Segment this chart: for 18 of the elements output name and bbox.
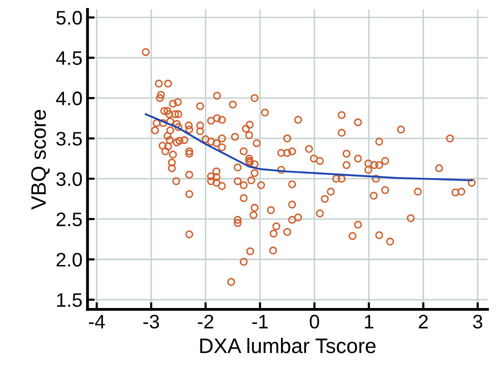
- x-axis-title: DXA lumbar Tscore: [200, 338, 376, 354]
- x-tick-label: 1: [364, 314, 374, 328]
- x-tick-label: 3: [473, 314, 482, 329]
- y-tick-label: 2.0: [56, 252, 82, 267]
- y-tick-label: 2.5: [56, 212, 82, 226]
- y-axis-title: VBQ score: [31, 110, 50, 210]
- y-tick-label: 3.5: [56, 132, 82, 146]
- x-tick-label: -4: [88, 314, 105, 328]
- y-tick-label: 4.0: [56, 92, 82, 106]
- x-tick-label: 2: [418, 314, 428, 328]
- x-tick-label: -1: [252, 314, 268, 328]
- x-tick-label: -3: [143, 314, 159, 329]
- y-tick-label: 4.5: [56, 51, 82, 65]
- y-tick-label: 3.0: [56, 172, 82, 186]
- x-tick-label: 0: [310, 314, 320, 329]
- x-tick-label: -2: [198, 314, 214, 328]
- y-tick-label: 1.5: [57, 293, 82, 307]
- y-tick-label: 5.0: [56, 10, 82, 25]
